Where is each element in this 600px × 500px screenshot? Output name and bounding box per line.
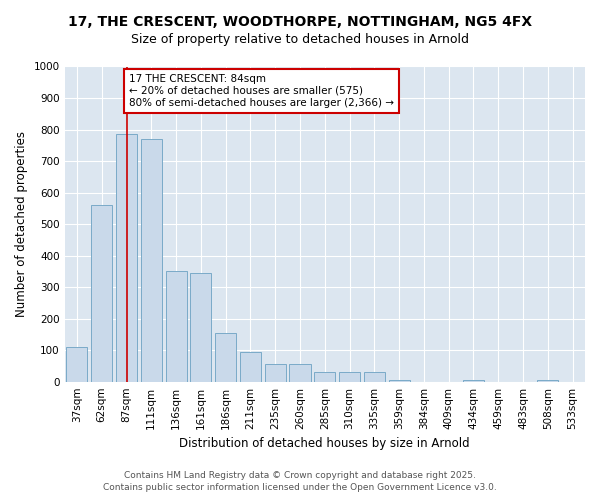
Bar — [339, 372, 360, 382]
Bar — [190, 273, 211, 382]
Text: 17 THE CRESCENT: 84sqm
← 20% of detached houses are smaller (575)
80% of semi-de: 17 THE CRESCENT: 84sqm ← 20% of detached… — [129, 74, 394, 108]
Bar — [141, 139, 162, 382]
Bar — [91, 205, 112, 382]
Bar — [215, 333, 236, 382]
Y-axis label: Number of detached properties: Number of detached properties — [15, 131, 28, 317]
Text: Size of property relative to detached houses in Arnold: Size of property relative to detached ho… — [131, 32, 469, 46]
Bar — [116, 134, 137, 382]
Bar — [537, 380, 559, 382]
Text: 17, THE CRESCENT, WOODTHORPE, NOTTINGHAM, NG5 4FX: 17, THE CRESCENT, WOODTHORPE, NOTTINGHAM… — [68, 15, 532, 29]
Bar — [364, 372, 385, 382]
Bar — [166, 272, 187, 382]
Bar — [289, 364, 311, 382]
Bar — [265, 364, 286, 382]
Text: Contains HM Land Registry data © Crown copyright and database right 2025.
Contai: Contains HM Land Registry data © Crown c… — [103, 471, 497, 492]
X-axis label: Distribution of detached houses by size in Arnold: Distribution of detached houses by size … — [179, 437, 470, 450]
Bar — [240, 352, 261, 382]
Bar — [67, 347, 88, 382]
Bar — [314, 372, 335, 382]
Bar — [463, 380, 484, 382]
Bar — [389, 380, 410, 382]
